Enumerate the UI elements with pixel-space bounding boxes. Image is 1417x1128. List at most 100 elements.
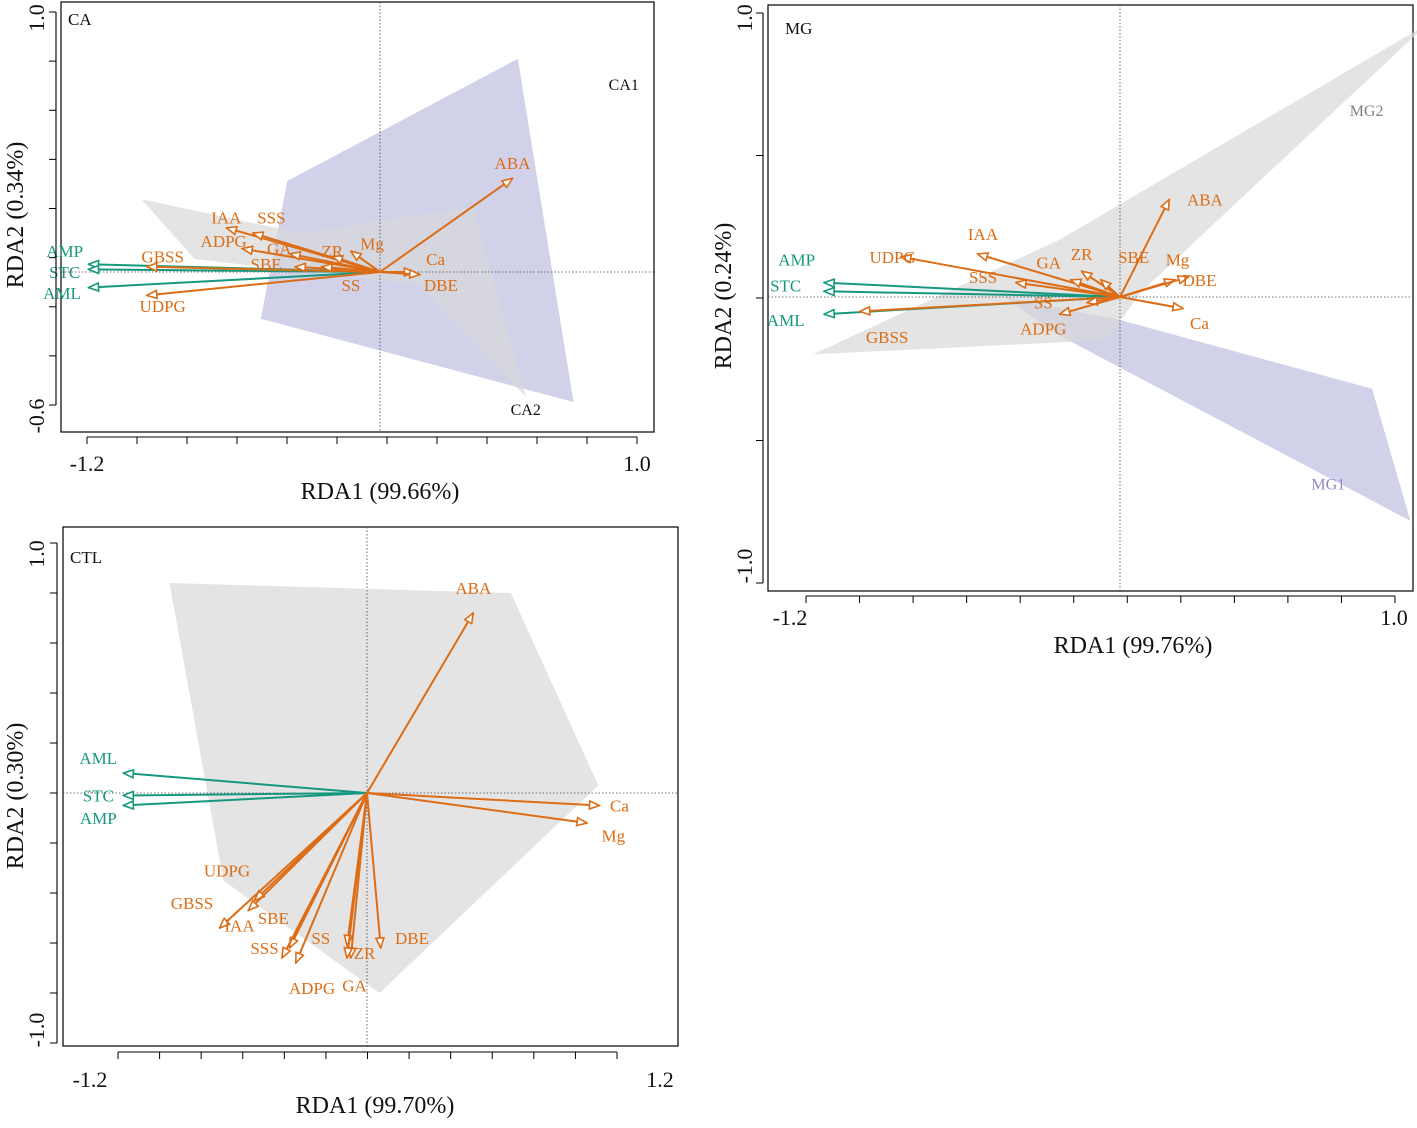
vector-zr	[332, 256, 381, 273]
x-tick-label-max: 1.0	[1380, 605, 1408, 630]
vector-sbe	[1101, 280, 1121, 298]
group-label-ca1: CA1	[609, 77, 639, 94]
vector-udpg	[901, 257, 1121, 298]
vector-label-iaa: IAA	[224, 917, 255, 936]
vector-label-sss: SSS	[257, 208, 285, 227]
y-tick-label-min: -1.0	[732, 549, 757, 584]
vector-ss	[322, 267, 381, 273]
vector-label-mg: Mg	[360, 234, 384, 253]
vector-label-gbss: GBSS	[141, 247, 184, 266]
vector-label-amp: AMP	[46, 242, 83, 261]
vector-gbss	[860, 296, 1121, 311]
group-hull	[169, 583, 599, 993]
x-tick-label-min: -1.2	[73, 1067, 108, 1092]
vector-label-mg: Mg	[1166, 251, 1190, 270]
vector-stc	[824, 291, 1121, 298]
vector-label-zr: ZR	[321, 242, 343, 261]
plot-frame	[60, 1, 655, 433]
vector-label-amp: AMP	[80, 809, 117, 828]
plot-frame	[767, 4, 1414, 592]
vector-ca	[1119, 296, 1183, 309]
vector-label-ga: GA	[1037, 254, 1062, 273]
vector-label-udpg: UDPG	[140, 297, 186, 316]
panel-ca: CA1 CA2 AMP STC AML GBSS UDPG IAA SSS ADPG GA ZR Mg S…	[3, 1, 655, 505]
vector-sss	[282, 792, 368, 958]
vector-gbss	[147, 267, 381, 273]
vector-label-zr: ZR	[354, 944, 376, 963]
vector-label-zr: ZR	[1071, 245, 1093, 264]
vector-amp	[123, 792, 368, 806]
vector-label-ga: GA	[267, 240, 292, 259]
vector-label-dbe: DBE	[424, 276, 458, 295]
vector-label-sss: SSS	[250, 939, 278, 958]
group-label-mg2: MG2	[1350, 103, 1384, 120]
vector-label-dbe: DBE	[1183, 271, 1217, 290]
vector-label-adpg: ADPG	[289, 979, 335, 998]
vector-label-udpg: UDPG	[869, 248, 915, 267]
vector-label-udpg: UDPG	[204, 862, 250, 881]
vector-stc	[123, 793, 368, 796]
plot-frame	[62, 526, 679, 1047]
vector-label-ss: SS	[1034, 294, 1053, 313]
vector-label-gbss: GBSS	[171, 894, 214, 913]
vector-udpg	[147, 271, 381, 295]
vector-label-adpg: ADPG	[201, 232, 247, 251]
vector-label-sbe: SBE	[1118, 248, 1149, 267]
panel-tag: CA	[68, 10, 92, 29]
vector-ga	[1071, 280, 1121, 298]
x-axis-title: RDA1 (99.70%)	[296, 1093, 455, 1119]
vector-label-ss: SS	[311, 929, 330, 948]
vector-adpg	[294, 792, 368, 963]
group-label-ca2: CA2	[511, 402, 541, 419]
vector-label-aml: AML	[767, 311, 805, 330]
vector-label-sss: SSS	[969, 268, 997, 287]
group-label-mg1: MG1	[1311, 476, 1345, 493]
vector-label-sbe: SBE	[251, 255, 282, 274]
panel-tag: MG	[785, 19, 812, 38]
vector-label-ca: Ca	[426, 250, 445, 269]
vector-label-stc: STC	[83, 787, 114, 806]
y-axis-title: RDA2 (0.24%)	[711, 223, 737, 370]
vector-label-aml: AML	[79, 749, 117, 768]
vector-label-sbe: SBE	[258, 909, 289, 928]
y-tick-label-min: -0.6	[24, 399, 49, 434]
vector-dbe	[1119, 277, 1189, 298]
vector-label-aba: ABA	[495, 154, 532, 173]
vector-label-mg: Mg	[601, 827, 625, 846]
panel-ctl: ABA AML STC AMP Ca Mg UDPG GBSS IAA SBE SSS ADPG SS Z…	[3, 526, 679, 1119]
vector-mg	[366, 792, 587, 823]
y-tick-label-min: -1.0	[24, 1013, 49, 1048]
vector-adpg	[1060, 296, 1121, 314]
vector-iaa	[248, 792, 368, 911]
vector-label-amp: AMP	[778, 251, 815, 270]
vector-mg	[351, 251, 381, 273]
y-tick-label-max: 1.0	[24, 540, 49, 568]
vector-aba	[379, 178, 513, 273]
vector-dbe	[379, 272, 420, 275]
x-tick-label-max: 1.0	[623, 451, 651, 476]
y-axis-title: RDA2 (0.34%)	[3, 142, 29, 289]
vector-label-iaa: IAA	[211, 208, 242, 227]
vector-gbss	[220, 792, 368, 928]
vector-label-ga: GA	[342, 977, 367, 996]
group-hull-mg2	[813, 30, 1417, 355]
vector-label-aml: AML	[43, 284, 81, 303]
vector-label-adpg: ADPG	[1020, 320, 1066, 339]
y-axis-title: RDA2 (0.30%)	[3, 723, 29, 870]
vector-aml	[89, 271, 381, 288]
vector-label-dbe: DBE	[395, 929, 429, 948]
vector-label-aba: ABA	[1187, 190, 1224, 209]
panel-mg: MG1 MG2 AMP STC AML UDPG GBSS IAA SSS GA ZR SBE SS AD…	[711, 4, 1417, 659]
vector-dbe	[366, 792, 381, 948]
vector-aba	[1119, 199, 1169, 298]
x-tick-label-min: -1.2	[773, 605, 808, 630]
vector-label-iaa: IAA	[968, 225, 999, 244]
vector-label-aba: ABA	[455, 579, 492, 598]
x-axis-title: RDA1 (99.66%)	[301, 479, 460, 505]
vector-amp	[824, 283, 1121, 298]
vector-label-stc: STC	[49, 263, 80, 282]
vector-iaa	[978, 254, 1121, 298]
vector-ca	[366, 792, 600, 806]
y-tick-label-max: 1.0	[24, 4, 49, 32]
group-hull-ca2	[141, 199, 526, 397]
